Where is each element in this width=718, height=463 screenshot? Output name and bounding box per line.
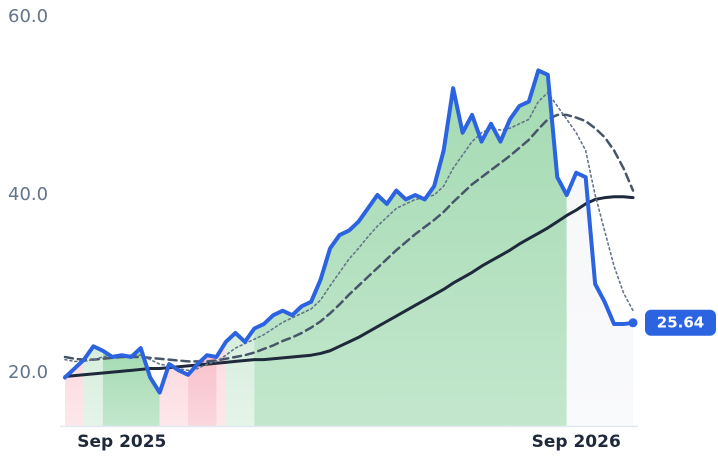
x-tick-label: Sep 2026 bbox=[532, 432, 621, 452]
region-fade bbox=[159, 364, 189, 427]
region-fade bbox=[566, 172, 633, 427]
region-fade bbox=[102, 348, 160, 427]
last-value-label: 25.64 bbox=[657, 313, 704, 331]
y-tick-label: 20.0 bbox=[8, 362, 48, 383]
average-line bbox=[64, 91, 634, 372]
average-line bbox=[63, 113, 635, 363]
y-tick-label: 40.0 bbox=[8, 184, 48, 205]
region-fade bbox=[225, 328, 255, 427]
last-point bbox=[628, 318, 638, 328]
average-line bbox=[63, 195, 635, 379]
y-tick-label: 60.0 bbox=[8, 6, 48, 27]
region-fade bbox=[254, 70, 567, 427]
x-tick-label: Sep 2025 bbox=[77, 432, 166, 452]
region-fade bbox=[83, 346, 103, 427]
region-fade bbox=[188, 355, 217, 427]
price-line bbox=[63, 68, 635, 395]
last-value-badge bbox=[645, 309, 716, 336]
